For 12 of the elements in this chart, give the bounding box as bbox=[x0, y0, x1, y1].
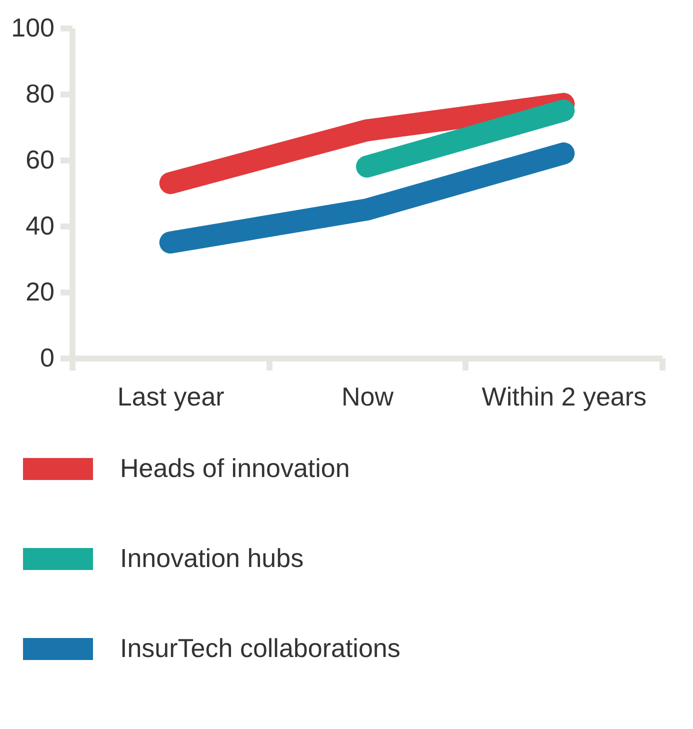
y-tick-label: 40 bbox=[26, 210, 54, 240]
y-tick-label: 0 bbox=[40, 342, 54, 372]
legend-label: Innovation hubs bbox=[120, 543, 304, 573]
x-tick-label: Last year bbox=[117, 382, 225, 412]
legend-label: Heads of innovation bbox=[120, 453, 350, 483]
y-tick-label: 80 bbox=[26, 78, 54, 108]
x-tick-label: Within 2 years bbox=[482, 382, 647, 412]
y-tick-label: 60 bbox=[26, 144, 54, 174]
y-tick-label: 100 bbox=[11, 12, 54, 42]
legend-label: InsurTech collaborations bbox=[120, 633, 400, 663]
x-tick-label: Now bbox=[341, 382, 394, 412]
y-tick-label: 20 bbox=[26, 276, 54, 306]
